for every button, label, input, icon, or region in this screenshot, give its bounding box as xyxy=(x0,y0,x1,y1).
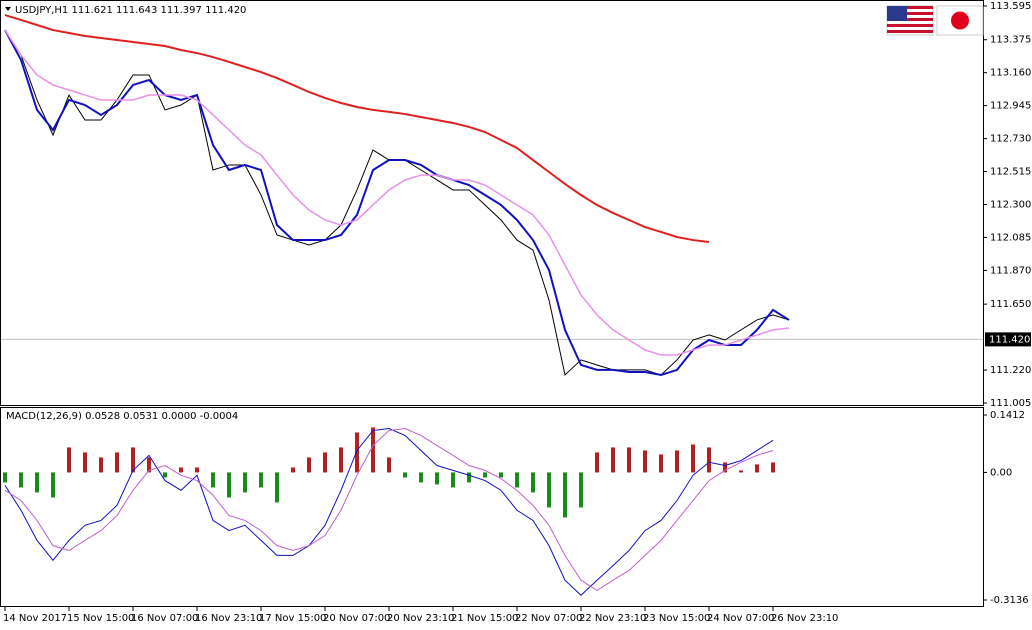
y-tick-label: 113.375 xyxy=(990,35,1031,46)
series-line xyxy=(4,427,774,591)
price-pane xyxy=(0,0,984,406)
histogram-bar xyxy=(147,457,151,473)
histogram-bar xyxy=(435,472,439,485)
histogram-bar xyxy=(243,472,247,493)
macd-pane xyxy=(0,407,984,607)
histogram-bar xyxy=(659,454,663,473)
histogram-bar xyxy=(19,472,23,488)
histogram-bar xyxy=(227,472,231,498)
histogram-bar xyxy=(547,472,551,508)
histogram-bar xyxy=(771,462,775,473)
histogram-bar xyxy=(339,447,343,473)
histogram-bar xyxy=(115,452,119,473)
x-tick-label: 26 Nov 23:10 xyxy=(771,613,838,624)
histogram-bar xyxy=(259,472,263,488)
series-line xyxy=(4,14,710,244)
histogram-bar xyxy=(291,467,295,473)
x-tick-label: 20 Nov 07:00 xyxy=(323,613,390,624)
x-tick-label: 22 Nov 07:00 xyxy=(515,613,582,624)
y-tick-label: 112.085 xyxy=(990,232,1031,243)
histogram-bar xyxy=(499,472,503,478)
menu-arrow[interactable] xyxy=(5,7,11,11)
last-price-label: 111.420 xyxy=(989,334,1030,345)
histogram-bar xyxy=(163,472,167,478)
x-tick-label: 14 Nov 2017 xyxy=(3,613,67,624)
histogram-bar xyxy=(179,467,183,473)
histogram-bar xyxy=(275,472,279,503)
x-tick-label: 17 Nov 15:00 xyxy=(259,613,326,624)
histogram-bar xyxy=(595,452,599,473)
x-tick-label: 16 Nov 07:00 xyxy=(131,613,198,624)
y-tick-label: 113.595 xyxy=(990,1,1031,12)
histogram-bar xyxy=(387,457,391,473)
y-tick-label: 112.730 xyxy=(990,134,1031,145)
histogram-bar xyxy=(323,452,327,473)
histogram-bar xyxy=(35,472,39,493)
histogram-bar xyxy=(355,432,359,473)
histogram-bar xyxy=(675,450,679,473)
y-tick-label: 112.300 xyxy=(990,200,1031,211)
histogram-bar xyxy=(755,464,759,473)
macd-title: MACD(12,26,9) 0.0528 0.0531 0.0000 -0.00… xyxy=(6,411,238,422)
x-tick-label: 20 Nov 23:10 xyxy=(387,613,454,624)
x-tick-label: 21 Nov 15:00 xyxy=(451,613,518,624)
y-tick-label: 111.650 xyxy=(990,299,1031,310)
histogram-bar xyxy=(67,447,71,473)
last-price-box xyxy=(985,332,1031,347)
histogram-bar xyxy=(51,472,55,498)
x-tick-label: 22 Nov 23:10 xyxy=(579,613,646,624)
y-tick-label: 0.1412 xyxy=(990,410,1025,421)
x-tick-label: 15 Nov 15:00 xyxy=(67,613,134,624)
histogram-bar xyxy=(211,472,215,488)
y-tick-label: 112.945 xyxy=(990,101,1031,112)
histogram-bar xyxy=(3,472,7,483)
histogram-bar xyxy=(611,447,615,473)
histogram-bar xyxy=(419,472,423,483)
us-flag xyxy=(886,5,934,36)
y-tick-label: 113.160 xyxy=(990,68,1031,79)
histogram-bar xyxy=(467,472,471,483)
y-tick-label: 112.515 xyxy=(990,167,1031,178)
y-tick-label: 111.870 xyxy=(990,265,1031,276)
series-line xyxy=(4,427,774,596)
histogram-bar xyxy=(131,447,135,473)
histogram-bar xyxy=(99,457,103,473)
histogram-bar xyxy=(403,472,407,478)
series-line xyxy=(4,29,790,376)
histogram-bar xyxy=(627,447,631,473)
histogram-bar xyxy=(723,462,727,473)
x-tick-label: 16 Nov 23:10 xyxy=(195,613,262,624)
histogram-bar xyxy=(371,427,375,473)
series-line xyxy=(4,29,790,356)
histogram-bar xyxy=(739,470,743,473)
x-tick-label: 24 Nov 07:00 xyxy=(707,613,774,624)
histogram-bar xyxy=(515,472,519,488)
y-tick-label: 0.00 xyxy=(990,467,1012,478)
y-tick-label: 111.005 xyxy=(990,398,1031,409)
histogram-bar xyxy=(451,472,455,488)
histogram-bar xyxy=(579,472,583,508)
histogram-bar xyxy=(643,450,647,473)
y-tick-label: -0.3136 xyxy=(990,595,1029,606)
histogram-bar xyxy=(691,444,695,473)
chart-title: USDJPY,H1 111.621 111.643 111.397 111.42… xyxy=(15,5,246,16)
histogram-bar xyxy=(707,447,711,473)
y-tick-label: 111.220 xyxy=(990,365,1031,376)
jp-flag xyxy=(936,5,984,36)
histogram-bar xyxy=(483,472,487,478)
x-tick-label: 23 Nov 15:00 xyxy=(643,613,710,624)
histogram-bar xyxy=(531,472,535,493)
histogram-bar xyxy=(195,467,199,473)
histogram-bar xyxy=(83,452,87,473)
histogram-bar xyxy=(307,457,311,473)
histogram-bar xyxy=(563,472,567,518)
